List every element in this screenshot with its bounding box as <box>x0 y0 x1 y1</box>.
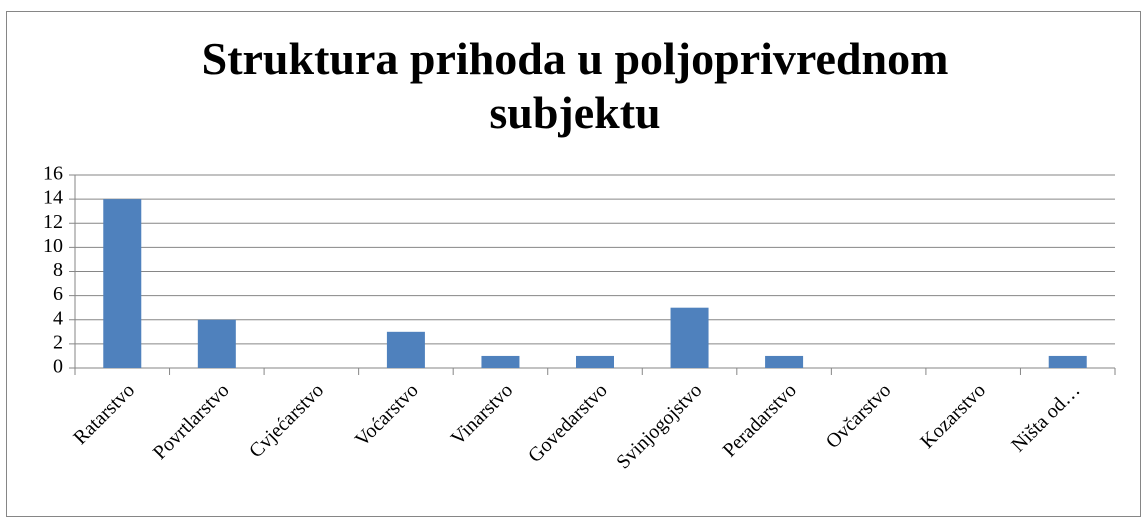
y-tick-label: 2 <box>53 331 63 353</box>
bar <box>670 307 709 368</box>
x-tick-label: Kozarstvo <box>916 379 990 453</box>
x-tick-label: Peradarstvo <box>719 379 801 461</box>
x-tick-label: Ratarstvo <box>69 379 139 449</box>
bar <box>386 331 425 368</box>
y-tick-label: 16 <box>43 163 63 185</box>
y-tick-label: 6 <box>53 283 63 305</box>
x-tick-label: Cvjećarstvo <box>245 379 328 462</box>
y-tick-label: 14 <box>43 187 63 209</box>
y-tick-label: 10 <box>43 235 63 257</box>
bar <box>197 319 236 368</box>
x-tick-label: Govedarstvo <box>524 379 612 467</box>
x-tick-label: Voćarstvo <box>351 379 423 451</box>
x-tick-label: Svinjogojstvo <box>612 379 706 473</box>
bar <box>765 355 804 368</box>
y-tick-label: 0 <box>53 356 63 378</box>
chart-frame <box>6 11 1141 517</box>
x-tick-label: Vinarstvo <box>447 379 517 449</box>
y-tick-label: 12 <box>43 211 63 233</box>
chart-title: Struktura prihoda u poljoprivrednom subj… <box>201 33 949 138</box>
x-tick-label: Ništa od… <box>1007 379 1084 456</box>
bar <box>103 199 142 368</box>
y-tick-label: 8 <box>53 259 63 281</box>
bar <box>481 355 520 368</box>
bar <box>1048 355 1087 368</box>
x-tick-label: Povrtlarstvo <box>149 379 234 464</box>
y-tick-label: 4 <box>53 307 63 329</box>
bar <box>576 355 614 368</box>
x-tick-label: Ovčarstvo <box>822 379 896 453</box>
